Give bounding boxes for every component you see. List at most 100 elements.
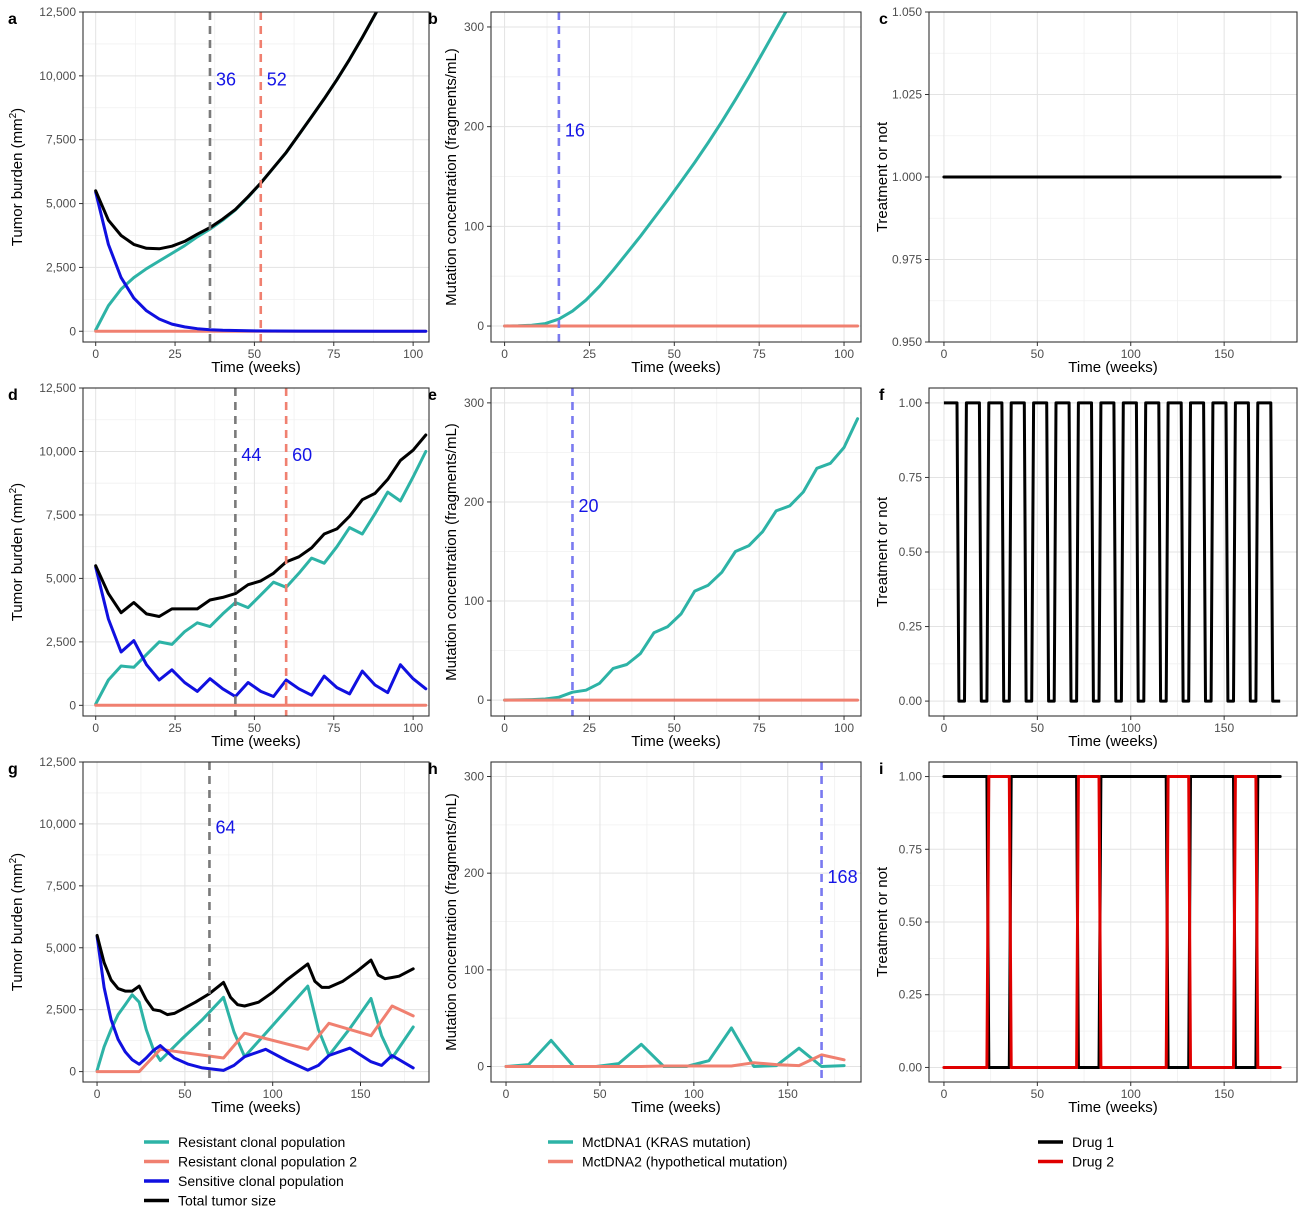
series-line-3 <box>94 565 428 698</box>
x-tick-label: 0 <box>941 347 948 361</box>
y-tick-label: 0 <box>69 1065 76 1079</box>
y-tick-label: 300 <box>464 20 484 34</box>
legend-2: MctDNA1 (KRAS mutation) MctDNA2 (hypothet… <box>548 1134 787 1170</box>
x-tick-label: 150 <box>1214 721 1234 735</box>
legend-1: Resistant clonal population Resistant clo… <box>144 1134 357 1209</box>
vline-label-44: 44 <box>241 445 261 465</box>
series-line-1 <box>503 417 860 702</box>
x-tick-label: 0 <box>941 721 948 735</box>
gridlines <box>491 12 861 342</box>
x-tick-label: 50 <box>1031 1087 1045 1101</box>
y-tick-label: 200 <box>464 866 484 880</box>
legend-label: MctDNA1 (KRAS mutation) <box>582 1134 751 1150</box>
legend-label: Resistant clonal population 2 <box>178 1154 357 1170</box>
x-tick-label: 75 <box>752 347 766 361</box>
x-tick-label: 75 <box>327 721 341 735</box>
y-tick-label: 0.50 <box>899 915 923 929</box>
panel-letter-g: g <box>8 761 18 778</box>
vline-label-20: 20 <box>578 496 598 516</box>
y-tick-label: 5,000 <box>46 197 76 211</box>
panel-letter-f: f <box>879 387 885 404</box>
series-line-1 <box>504 1026 846 1068</box>
y-tick-label: 0.950 <box>892 335 922 349</box>
series-line-3 <box>94 190 428 333</box>
vline-label-168: 168 <box>828 867 858 887</box>
y-tick-label: 7,500 <box>46 879 76 893</box>
x-axis-title: Time (weeks) <box>211 359 300 376</box>
x-axis-title: Time (weeks) <box>631 1099 720 1116</box>
panel-frame <box>82 387 430 717</box>
x-tick-label: 100 <box>834 347 854 361</box>
x-tick-label: 100 <box>834 721 854 735</box>
panel-frame <box>490 387 862 717</box>
plot-area <box>942 775 1282 1069</box>
plot-area <box>504 762 846 1082</box>
x-axis-title: Time (weeks) <box>1068 733 1157 750</box>
panel-i: 0 50 100 150 0.00 0.25 0.50 0.75 1.00 Time (weeks… <box>874 761 1298 1116</box>
x-axis-title: Time (weeks) <box>211 1099 300 1116</box>
y-tick-label: 0.75 <box>899 470 923 484</box>
x-tick-label: 75 <box>327 347 341 361</box>
x-axis-title: Time (weeks) <box>631 733 720 750</box>
y-tick-label: 1.00 <box>899 770 923 784</box>
x-tick-label: 100 <box>403 721 423 735</box>
x-tick-label: 50 <box>593 1087 607 1101</box>
panel-g: 64 0 50 100 150 0 2,500 5,000 7,500 10,000 12,500 T… <box>8 755 430 1116</box>
panel-frame <box>82 11 430 343</box>
y-tick-label: 0.25 <box>899 988 923 1002</box>
panel-letter-b: b <box>428 11 438 28</box>
x-tick-label: 25 <box>583 347 597 361</box>
y-axis-title: Treatment or not <box>874 121 891 232</box>
x-axis-title: Time (weeks) <box>1068 359 1157 376</box>
gridlines <box>491 388 861 716</box>
y-tick-label: 0 <box>69 324 76 338</box>
treatment-square-wave <box>943 401 1281 703</box>
y-tick-label: 10,000 <box>39 817 76 831</box>
plot-area <box>95 762 415 1082</box>
gridlines <box>83 762 429 1082</box>
y-axis-title: Mutation concentration (fragments/mL) <box>443 423 460 681</box>
y-axis-title: Mutation concentration (fragments/mL) <box>443 48 460 306</box>
vline-label-16: 16 <box>565 121 585 141</box>
plot-area <box>94 388 428 716</box>
y-axis-title: Tumor burden (mm2) <box>8 483 26 621</box>
y-tick-label: 0.50 <box>899 545 923 559</box>
series-line-1 <box>942 775 1282 1069</box>
y-tick-label: 1.050 <box>892 5 922 19</box>
legend-label: Resistant clonal population <box>178 1134 345 1150</box>
x-tick-label: 150 <box>778 1087 798 1101</box>
x-tick-label: 100 <box>1121 1087 1141 1101</box>
x-tick-label: 25 <box>583 721 597 735</box>
y-tick-label: 0.75 <box>899 842 923 856</box>
x-axis-title: Time (weeks) <box>631 359 720 376</box>
panel-c: 0 50 100 150 0.950 0.975 1.000 1.025 1.050 Time (… <box>874 5 1298 376</box>
x-tick-label: 0 <box>94 1087 101 1101</box>
panel-a: 36 52 0 25 50 75 100 0 2,500 5,000 7,500 10,000 12,5… <box>8 5 430 376</box>
y-tick-label: 12,500 <box>39 755 76 769</box>
x-tick-label: 0 <box>92 347 99 361</box>
x-tick-label: 100 <box>1121 721 1141 735</box>
x-tick-label: 50 <box>1031 347 1045 361</box>
x-tick-label: 100 <box>263 1087 283 1101</box>
y-tick-label: 10,000 <box>39 69 76 83</box>
y-tick-label: 200 <box>464 495 484 509</box>
x-tick-label: 0 <box>941 1087 948 1101</box>
x-tick-label: 25 <box>168 347 182 361</box>
x-tick-label: 50 <box>1031 721 1045 735</box>
vline-label-64: 64 <box>215 817 235 837</box>
plot-area <box>943 401 1281 703</box>
legend-3: Drug 1 Drug 2 <box>1038 1134 1114 1170</box>
y-tick-label: 2,500 <box>46 635 76 649</box>
y-tick-label: 0 <box>69 698 76 712</box>
panel-letter-e: e <box>428 387 437 404</box>
x-tick-label: 25 <box>168 721 182 735</box>
gridlines <box>83 388 429 716</box>
y-tick-label: 0.975 <box>892 253 922 267</box>
x-tick-label: 100 <box>684 1087 704 1101</box>
x-tick-label: 0 <box>501 347 508 361</box>
panel-f: 0 50 100 150 0.00 0.25 0.50 0.75 1.00 Time (weeks… <box>874 387 1298 750</box>
series-line-4 <box>95 933 415 1017</box>
plot-area <box>503 388 860 716</box>
y-tick-label: 2,500 <box>46 260 76 274</box>
